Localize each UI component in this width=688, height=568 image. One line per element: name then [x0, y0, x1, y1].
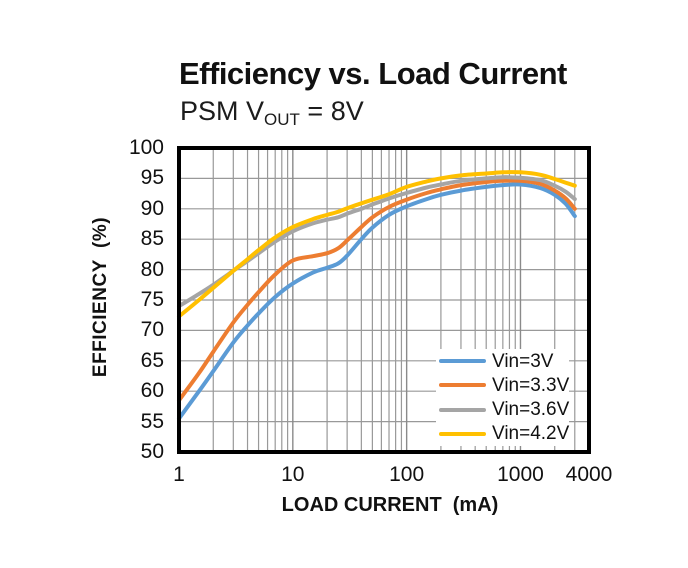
legend-line-swatch — [439, 431, 486, 436]
y-tick-label: 55 — [140, 409, 164, 433]
y-tick-label: 75 — [140, 288, 164, 311]
y-tick-label: 100 — [128, 136, 164, 159]
y-tick-label: 95 — [140, 166, 164, 190]
x-tick-label: 100 — [389, 463, 425, 486]
x-tick-label: 10 — [281, 463, 305, 486]
series-line-Vin=4.2V — [177, 170, 577, 319]
legend-item: Vin=3.3V — [436, 374, 569, 397]
legend-item: Vin=3V — [436, 350, 569, 373]
y-tick-label: 65 — [140, 348, 164, 372]
chart-subtitle: PSM VOUT = 8V — [180, 96, 364, 129]
legend-label: Vin=3.3V — [492, 374, 570, 396]
x-tick-label: 1 — [173, 463, 185, 486]
y-tick-label: 90 — [140, 196, 164, 220]
y-tick-label: 60 — [140, 379, 164, 403]
subtitle-subscript: OUT — [264, 110, 300, 129]
legend-label: Vin=3V — [492, 350, 554, 372]
legend-line-swatch — [439, 407, 486, 412]
legend-label: Vin=4.2V — [492, 423, 570, 445]
legend-item: Vin=4.2V — [436, 422, 569, 445]
y-tick-label: 70 — [140, 318, 164, 342]
y-tick-label: 85 — [140, 227, 164, 251]
legend-line-swatch — [439, 383, 486, 388]
series-line-Vin=3.3V — [177, 178, 577, 403]
legend-line-swatch — [439, 359, 486, 364]
x-tick-label: 4000 — [565, 463, 613, 486]
chart-title: Efficiency vs. Load Current — [179, 56, 567, 91]
y-tick-label: 80 — [140, 257, 164, 281]
x-axis-title: LOAD CURRENT (mA) — [281, 494, 499, 516]
subtitle-suffix: = 8V — [299, 96, 364, 126]
y-tick-label: 50 — [140, 440, 164, 463]
legend-label: Vin=3.6V — [492, 399, 570, 421]
subtitle-prefix: PSM V — [180, 96, 265, 126]
legend-item: Vin=3.6V — [436, 398, 569, 421]
series-line-Vin=3V — [177, 182, 577, 421]
x-tick-label: 1000 — [497, 463, 544, 486]
legend: Vin=3V Vin=3.3V Vin=3.6V Vin=4.2V — [436, 349, 569, 446]
